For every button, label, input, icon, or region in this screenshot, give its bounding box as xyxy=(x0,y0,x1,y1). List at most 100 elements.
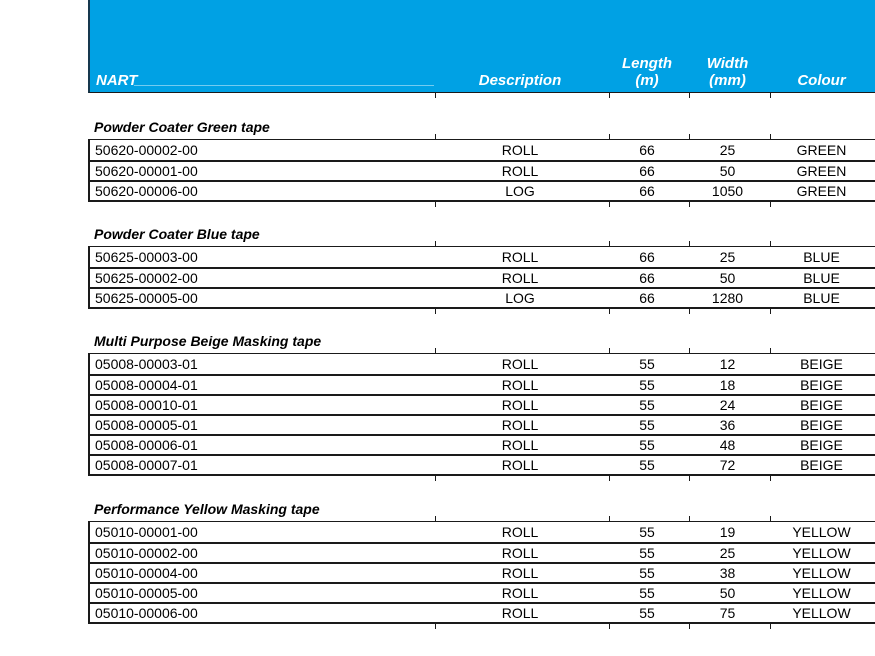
length-cell: 55 xyxy=(639,565,655,581)
description-cell: LOG xyxy=(505,290,535,306)
length-cell: 55 xyxy=(639,356,655,372)
nart-cell: 50625-00003-00 xyxy=(95,249,198,265)
width-cell: 50 xyxy=(719,585,736,601)
width-cell: 24 xyxy=(719,397,736,413)
description-cell: ROLL xyxy=(501,605,539,621)
column-header-nart: NART xyxy=(96,72,138,89)
nart-cell: 05010-00001-00 xyxy=(95,524,198,540)
colour-cell: BEIGE xyxy=(800,457,843,473)
colour-cell: BLUE xyxy=(803,249,840,265)
description-cell: ROLL xyxy=(501,356,539,372)
table-row: 05008-00007-01 ROLL 55 72 BEIGE xyxy=(90,454,875,474)
nart-cell: 50625-00002-00 xyxy=(95,270,198,286)
column-header-width-line2: (mm) xyxy=(709,72,746,89)
section-title: Performance Yellow Masking tape xyxy=(94,501,320,517)
colour-cell: GREEN xyxy=(796,142,847,158)
table-row: 05010-00002-00 ROLL 55 25 YELLOW xyxy=(90,542,875,562)
nart-cell: 05010-00004-00 xyxy=(95,565,198,581)
length-cell: 55 xyxy=(639,524,655,540)
section-performance-yellow: Performance Yellow Masking tape 05010-00… xyxy=(88,500,875,629)
product-list-page: NART Description Length (m) Width (mm) C… xyxy=(88,0,875,656)
colour-cell: BEIGE xyxy=(800,417,843,433)
length-cell: 55 xyxy=(639,545,655,561)
nart-cell: 50620-00006-00 xyxy=(95,183,198,199)
nart-cell: 05008-00004-01 xyxy=(95,377,198,393)
table-row: 05010-00001-00 ROLL 55 19 YELLOW xyxy=(90,522,875,542)
colour-cell: YELLOW xyxy=(792,565,851,581)
table-header-banner: NART Description Length (m) Width (mm) C… xyxy=(88,0,875,98)
table-row: 05008-00004-01 ROLL 55 18 BEIGE xyxy=(90,374,875,394)
column-header-length-line2: (m) xyxy=(635,72,659,89)
description-cell: ROLL xyxy=(501,417,539,433)
description-cell: ROLL xyxy=(501,142,539,158)
column-header-colour: Colour xyxy=(797,72,846,89)
nart-cell: 05010-00002-00 xyxy=(95,545,198,561)
colour-cell: BEIGE xyxy=(800,437,843,453)
nart-cell: 05008-00005-01 xyxy=(95,417,198,433)
table-row: 05010-00006-00 ROLL 55 75 YELLOW xyxy=(90,602,875,622)
table-row: 05010-00004-00 ROLL 55 38 YELLOW xyxy=(90,562,875,582)
width-cell: 50 xyxy=(719,163,736,179)
width-cell: 50 xyxy=(719,270,736,286)
width-cell: 25 xyxy=(719,142,736,158)
colour-cell: BEIGE xyxy=(800,356,843,372)
length-cell: 55 xyxy=(639,585,655,601)
nart-cell: 50620-00001-00 xyxy=(95,163,198,179)
length-cell: 55 xyxy=(639,437,655,453)
description-cell: ROLL xyxy=(501,565,539,581)
length-cell: 55 xyxy=(639,397,655,413)
width-cell: 36 xyxy=(719,417,736,433)
nart-cell: 05008-00010-01 xyxy=(95,397,198,413)
colour-cell: YELLOW xyxy=(792,524,851,540)
column-header-length-line1: Length xyxy=(622,55,672,72)
nart-cell: 05010-00005-00 xyxy=(95,585,198,601)
width-cell: 1280 xyxy=(711,290,744,306)
nart-cell: 50625-00005-00 xyxy=(95,290,198,306)
length-cell: 66 xyxy=(639,290,655,306)
colour-cell: BEIGE xyxy=(800,397,843,413)
description-cell: ROLL xyxy=(501,163,539,179)
colour-cell: GREEN xyxy=(796,183,847,199)
section-powder-coater-blue: Powder Coater Blue tape 50625-00003-00 R… xyxy=(88,225,875,314)
description-cell: ROLL xyxy=(501,437,539,453)
section-title: Multi Purpose Beige Masking tape xyxy=(94,333,322,349)
nart-cell: 05010-00006-00 xyxy=(95,605,198,621)
table-row: 05010-00005-00 ROLL 55 50 YELLOW xyxy=(90,582,875,602)
length-cell: 66 xyxy=(639,163,655,179)
column-header-length: Length (m) xyxy=(607,55,687,92)
width-cell: 72 xyxy=(719,457,736,473)
width-cell: 19 xyxy=(719,524,736,540)
colour-cell: BLUE xyxy=(803,290,840,306)
section-table: 50620-00002-00 ROLL 66 25 GREEN 50620-00… xyxy=(88,134,875,207)
table-row: 50625-00002-00 ROLL 66 50 BLUE xyxy=(90,267,875,287)
length-cell: 55 xyxy=(639,377,655,393)
description-cell: ROLL xyxy=(501,545,539,561)
description-cell: ROLL xyxy=(501,524,539,540)
colour-cell: YELLOW xyxy=(792,585,851,601)
description-cell: ROLL xyxy=(501,585,539,601)
colour-cell: YELLOW xyxy=(792,605,851,621)
width-cell: 1050 xyxy=(711,183,744,199)
length-cell: 55 xyxy=(639,605,655,621)
nart-cell: 50620-00002-00 xyxy=(95,142,198,158)
colour-cell: GREEN xyxy=(796,163,847,179)
length-cell: 66 xyxy=(639,270,655,286)
column-header-width: Width (mm) xyxy=(687,55,768,92)
length-cell: 66 xyxy=(639,142,655,158)
column-header-width-line1: Width xyxy=(706,55,749,72)
header-divider-line xyxy=(134,85,434,86)
section-multi-purpose-beige: Multi Purpose Beige Masking tape 05008-0… xyxy=(88,332,875,481)
description-cell: ROLL xyxy=(501,270,539,286)
section-title: Powder Coater Blue tape xyxy=(94,226,260,242)
width-cell: 12 xyxy=(719,356,736,372)
table-row: 05008-00010-01 ROLL 55 24 BEIGE xyxy=(90,394,875,414)
table-row: 50620-00002-00 ROLL 66 25 GREEN xyxy=(90,140,875,160)
colour-cell: BEIGE xyxy=(800,377,843,393)
table-row: 50625-00005-00 LOG 66 1280 BLUE xyxy=(90,287,875,307)
section-table: 50625-00003-00 ROLL 66 25 BLUE 50625-000… xyxy=(88,241,875,314)
length-cell: 66 xyxy=(639,183,655,199)
width-cell: 48 xyxy=(719,437,736,453)
colour-cell: YELLOW xyxy=(792,545,851,561)
width-cell: 38 xyxy=(719,565,736,581)
nart-cell: 05008-00007-01 xyxy=(95,457,198,473)
